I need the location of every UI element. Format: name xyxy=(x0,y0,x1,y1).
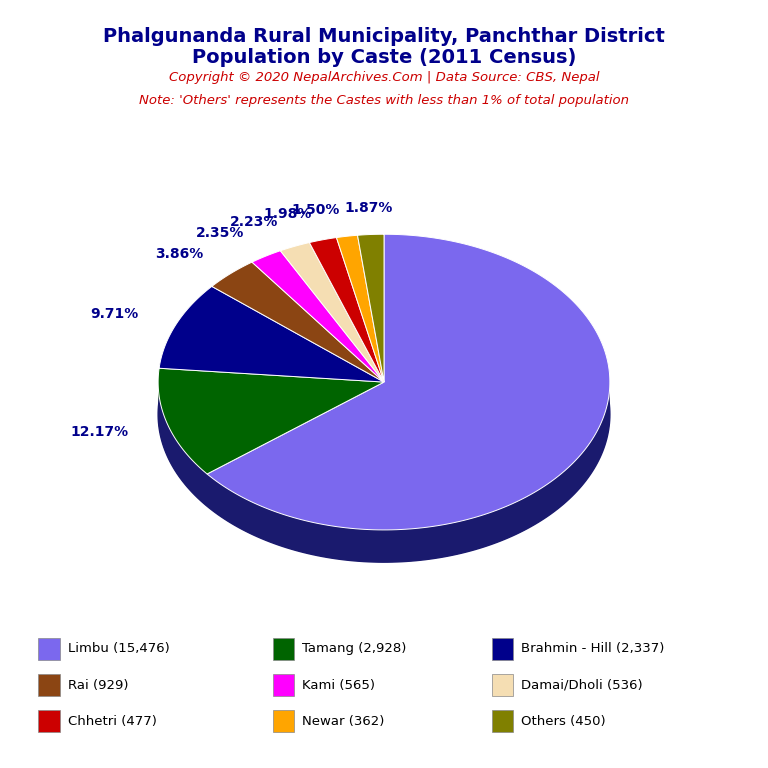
Polygon shape xyxy=(292,517,306,553)
Polygon shape xyxy=(197,465,198,498)
Polygon shape xyxy=(182,449,184,482)
Polygon shape xyxy=(202,469,204,503)
Polygon shape xyxy=(228,489,240,528)
Text: 2.35%: 2.35% xyxy=(197,227,244,240)
Polygon shape xyxy=(584,442,591,483)
Polygon shape xyxy=(187,455,189,489)
Polygon shape xyxy=(200,468,202,502)
Polygon shape xyxy=(186,453,187,487)
Text: Others (450): Others (450) xyxy=(521,715,605,727)
Polygon shape xyxy=(525,491,537,530)
Polygon shape xyxy=(336,527,351,561)
Polygon shape xyxy=(382,530,397,562)
Polygon shape xyxy=(195,463,197,497)
Polygon shape xyxy=(597,422,601,465)
Polygon shape xyxy=(306,521,321,556)
Polygon shape xyxy=(158,266,610,562)
Polygon shape xyxy=(189,457,190,491)
Polygon shape xyxy=(252,502,264,540)
Polygon shape xyxy=(212,262,384,382)
Polygon shape xyxy=(576,451,584,492)
Polygon shape xyxy=(167,423,168,457)
Polygon shape xyxy=(607,393,609,435)
Text: Tamang (2,928): Tamang (2,928) xyxy=(302,643,406,655)
Polygon shape xyxy=(513,498,525,536)
Polygon shape xyxy=(412,527,428,561)
Polygon shape xyxy=(472,514,486,551)
Polygon shape xyxy=(190,458,192,492)
Text: 9.71%: 9.71% xyxy=(90,307,138,321)
Polygon shape xyxy=(358,234,384,382)
Polygon shape xyxy=(184,452,186,485)
Text: 2.23%: 2.23% xyxy=(230,215,279,229)
Polygon shape xyxy=(548,476,558,516)
Polygon shape xyxy=(280,243,384,382)
Polygon shape xyxy=(558,468,568,508)
Text: Phalgunanda Rural Municipality, Panchthar District: Phalgunanda Rural Municipality, Panchtha… xyxy=(103,27,665,46)
Polygon shape xyxy=(166,422,167,455)
Polygon shape xyxy=(169,427,170,461)
Text: Brahmin - Hill (2,337): Brahmin - Hill (2,337) xyxy=(521,643,664,655)
Polygon shape xyxy=(207,234,610,530)
Polygon shape xyxy=(198,466,200,500)
Polygon shape xyxy=(591,432,597,474)
Polygon shape xyxy=(207,474,217,514)
Text: Copyright © 2020 NepalArchives.Com | Data Source: CBS, Nepal: Copyright © 2020 NepalArchives.Com | Dat… xyxy=(169,71,599,84)
Text: 3.86%: 3.86% xyxy=(155,247,204,261)
Text: Chhetri (477): Chhetri (477) xyxy=(68,715,157,727)
Text: 12.17%: 12.17% xyxy=(71,425,128,439)
Polygon shape xyxy=(252,250,384,382)
Polygon shape xyxy=(397,528,412,562)
Polygon shape xyxy=(428,525,443,559)
Polygon shape xyxy=(458,518,472,554)
Polygon shape xyxy=(180,446,182,481)
Polygon shape xyxy=(336,235,384,382)
Text: Note: 'Others' represents the Castes with less than 1% of total population: Note: 'Others' represents the Castes wit… xyxy=(139,94,629,107)
Text: Population by Caste (2011 Census): Population by Caste (2011 Census) xyxy=(192,48,576,68)
Polygon shape xyxy=(321,524,336,559)
Polygon shape xyxy=(537,484,548,523)
Polygon shape xyxy=(264,508,278,545)
Polygon shape xyxy=(217,482,228,521)
Polygon shape xyxy=(159,286,384,382)
Polygon shape xyxy=(366,529,382,562)
Text: Limbu (15,476): Limbu (15,476) xyxy=(68,643,169,655)
Polygon shape xyxy=(176,439,177,474)
Polygon shape xyxy=(158,368,384,474)
Text: 1.98%: 1.98% xyxy=(263,207,312,221)
Text: 64.32%: 64.32% xyxy=(228,334,292,349)
Polygon shape xyxy=(500,504,513,541)
Polygon shape xyxy=(194,462,195,495)
Polygon shape xyxy=(177,442,178,475)
Polygon shape xyxy=(178,443,180,477)
Polygon shape xyxy=(605,403,607,445)
Polygon shape xyxy=(310,237,384,382)
Text: Rai (929): Rai (929) xyxy=(68,679,128,691)
Polygon shape xyxy=(171,432,173,466)
Polygon shape xyxy=(173,434,174,468)
Text: 1.50%: 1.50% xyxy=(292,203,340,217)
Polygon shape xyxy=(486,509,500,546)
Polygon shape xyxy=(168,425,169,459)
Polygon shape xyxy=(351,528,366,561)
Text: Damai/Dholi (536): Damai/Dholi (536) xyxy=(521,679,642,691)
Text: Kami (565): Kami (565) xyxy=(302,679,375,691)
Polygon shape xyxy=(240,495,252,535)
Polygon shape xyxy=(170,431,171,465)
Polygon shape xyxy=(278,512,292,549)
Text: 1.87%: 1.87% xyxy=(344,201,392,215)
Polygon shape xyxy=(192,460,194,494)
Polygon shape xyxy=(443,521,458,557)
Text: Newar (362): Newar (362) xyxy=(302,715,384,727)
Polygon shape xyxy=(601,413,605,455)
Polygon shape xyxy=(174,438,176,472)
Polygon shape xyxy=(204,471,205,505)
Polygon shape xyxy=(568,460,576,501)
Polygon shape xyxy=(205,472,207,506)
